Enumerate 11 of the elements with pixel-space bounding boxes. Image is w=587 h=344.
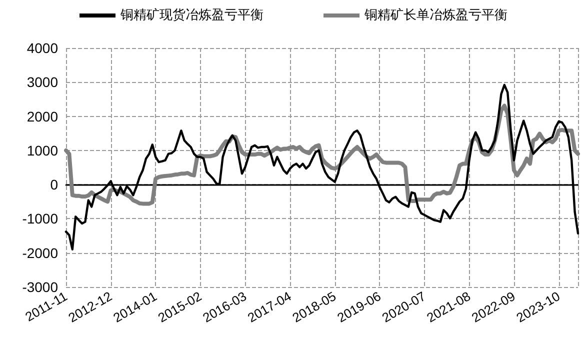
y-tick-label: 3000 [26,74,58,90]
y-tick-label: -1000 [22,210,58,227]
y-tick-label: 1000 [26,142,58,158]
y-tick-label: -3000 [22,279,58,295]
y-tick-label: 4000 [26,40,58,56]
y-tick-label: -2000 [22,244,58,261]
legend-label: 铜精矿长单冶炼盈亏平衡 [364,8,508,23]
line-series [64,84,580,251]
y-tick-label: 0 [50,176,58,193]
legend-label: 铜精矿现货冶炼盈亏平衡 [120,8,264,23]
y-tick-label: 2000 [26,108,58,124]
